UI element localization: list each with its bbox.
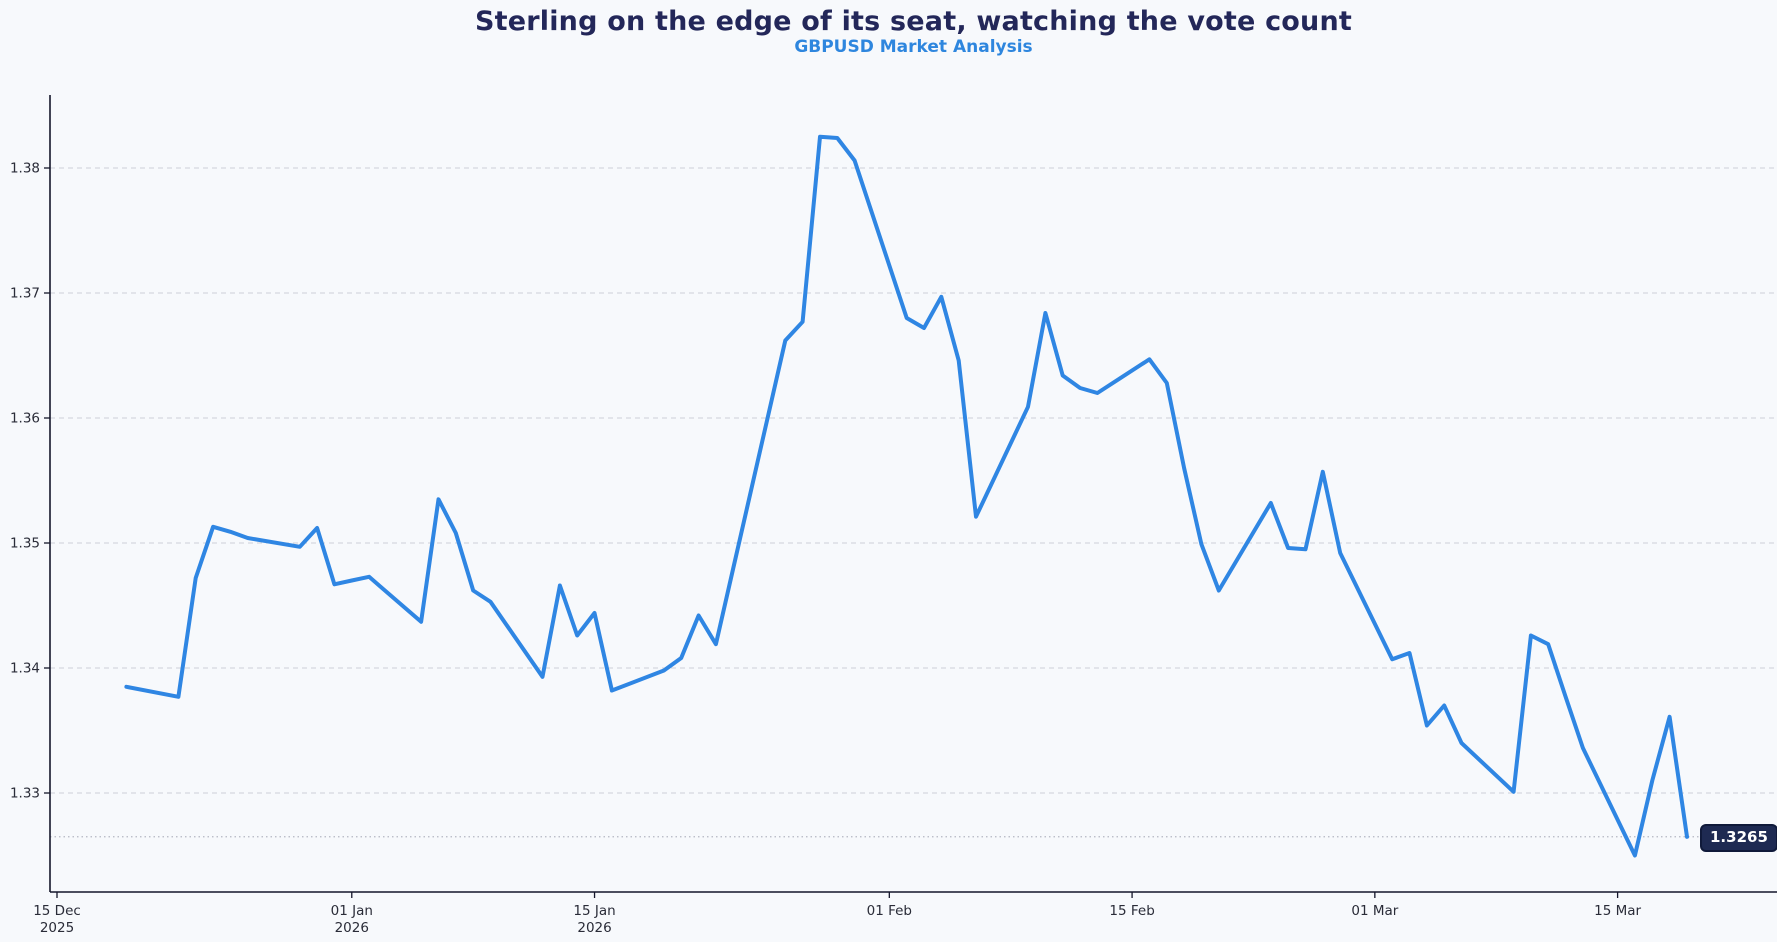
x-tick-label: 01 Jan: [331, 903, 373, 919]
y-axis-ticks: 1.33 1.34 1.35 1.36 1.37 1.38: [10, 161, 50, 802]
chart-subtitle: GBPUSD Market Analysis: [794, 37, 1033, 57]
chart-title: Sterling on the edge of its seat, watchi…: [474, 6, 1353, 37]
x-tick-label: 15 Feb: [1109, 903, 1154, 919]
x-tick-sublabel: 2026: [335, 920, 369, 936]
y-tick-label: 1.37: [10, 286, 40, 302]
x-tick-label: 15 Jan: [573, 903, 615, 919]
price-line: [124, 134, 1689, 858]
x-tick-label: 01 Feb: [867, 903, 912, 919]
axes: [49, 95, 1777, 893]
x-tick-label: 01 Mar: [1351, 903, 1398, 919]
x-tick-label: 15 Dec: [33, 903, 81, 919]
last-price-badge: 1.3265: [1700, 824, 1777, 852]
gridlines: [50, 167, 1777, 794]
y-tick-label: 1.38: [10, 161, 40, 177]
y-tick-label: 1.34: [10, 661, 40, 677]
x-tick-sublabel: 2025: [40, 920, 74, 936]
x-tick-sublabel: 2026: [577, 920, 611, 936]
y-tick-label: 1.36: [10, 411, 40, 427]
y-tick-label: 1.33: [10, 786, 40, 802]
y-tick-label: 1.35: [10, 536, 40, 552]
x-tick-label: 15 Mar: [1594, 903, 1641, 919]
